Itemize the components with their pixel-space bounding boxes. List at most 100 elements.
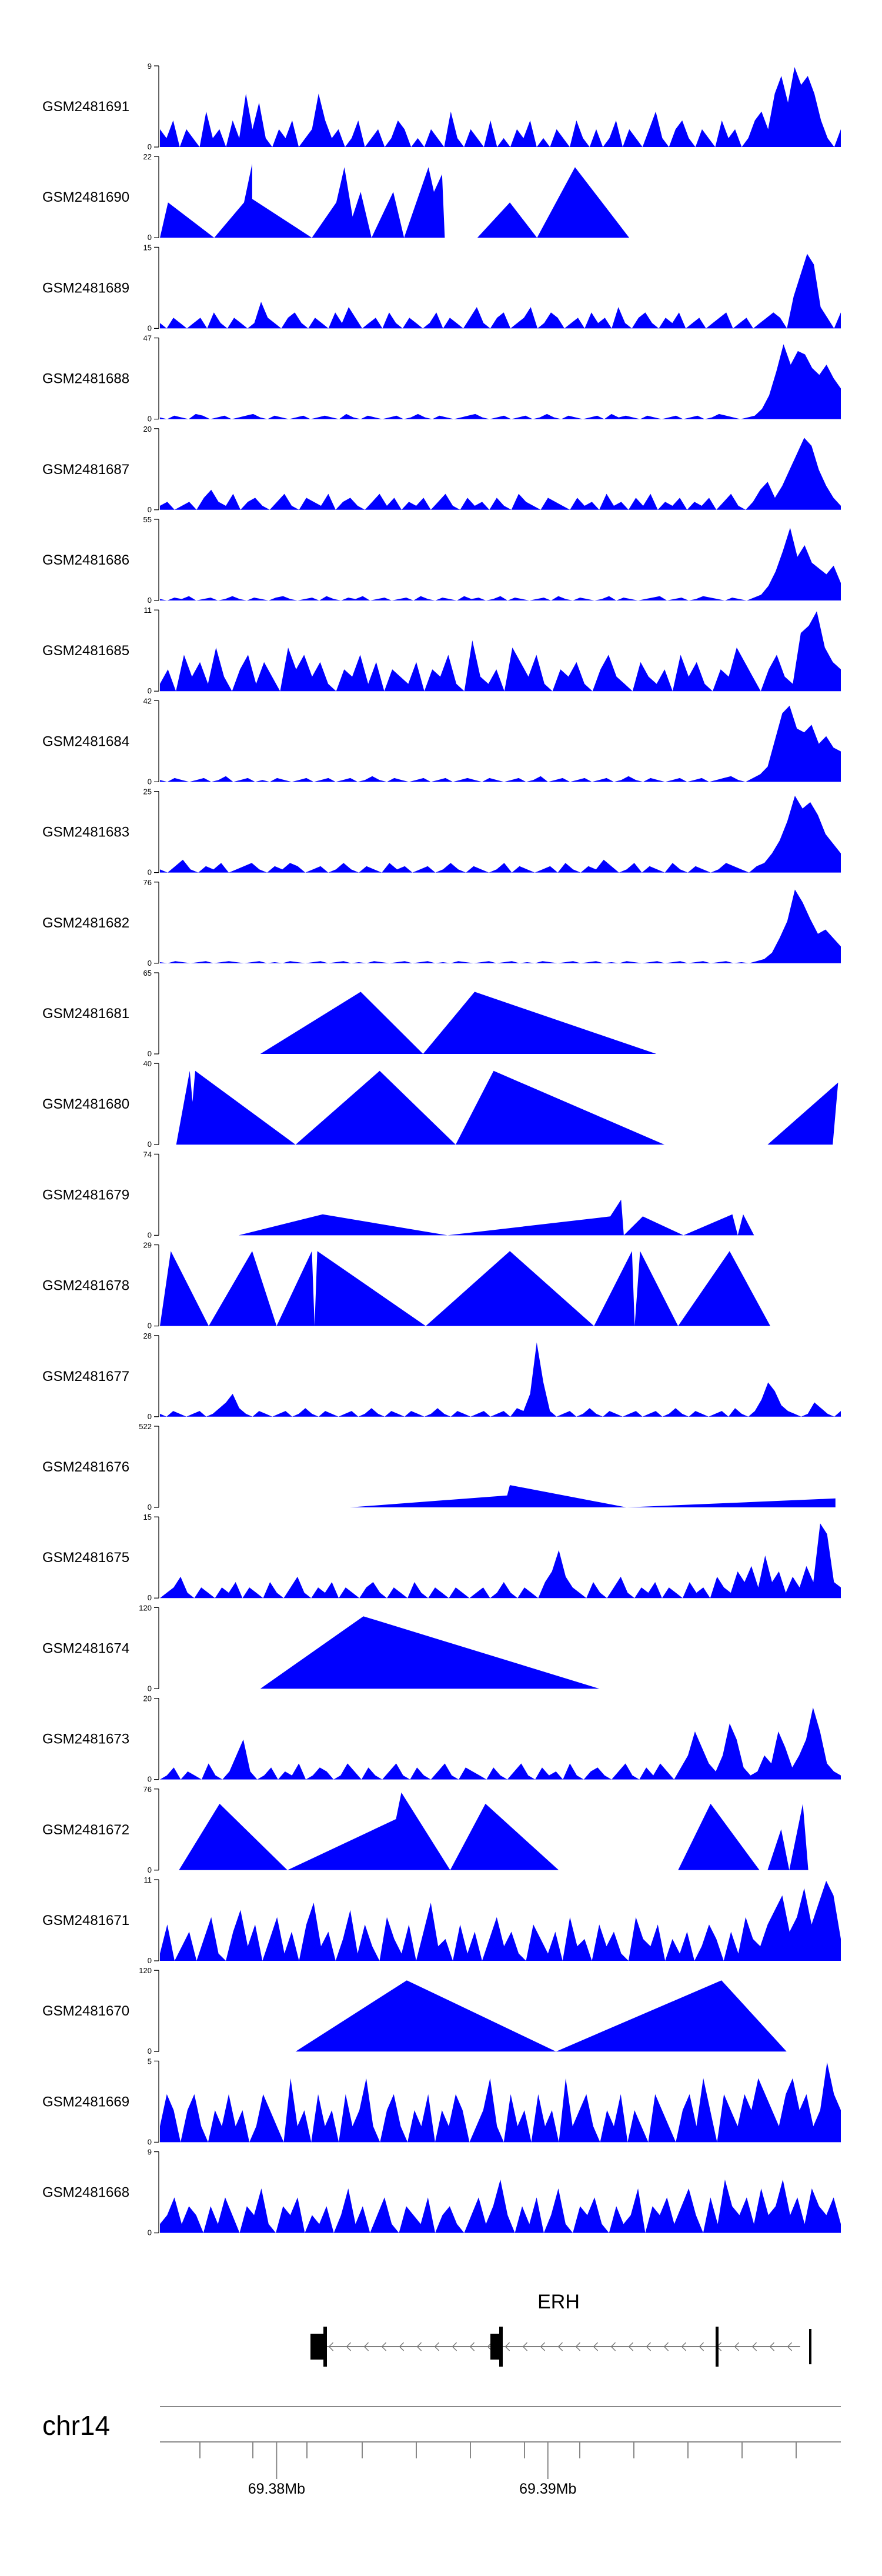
y-axis-max-label: 76 bbox=[143, 1785, 152, 1794]
track-label: GSM2481676 bbox=[42, 1459, 129, 1475]
track-GSM2481685: GSM2481685 11 0 bbox=[42, 606, 841, 695]
track-GSM2481680: GSM2481680 40 0 bbox=[42, 1059, 838, 1149]
strand-arrow bbox=[416, 2342, 422, 2351]
track-GSM2481670: GSM2481670 120 0 bbox=[42, 1966, 787, 2056]
track-label: GSM2481673 bbox=[42, 1731, 129, 1747]
track-label: GSM2481675 bbox=[42, 1550, 129, 1566]
strand-arrow bbox=[399, 2342, 405, 2351]
y-axis-min-label: 0 bbox=[148, 1593, 152, 1602]
track-label: GSM2481688 bbox=[42, 371, 129, 387]
y-axis-max-label: 9 bbox=[148, 62, 152, 71]
track-GSM2481688: GSM2481688 47 0 bbox=[42, 334, 841, 423]
track-label: GSM2481681 bbox=[42, 1006, 129, 1022]
gene-exon bbox=[716, 2327, 719, 2367]
y-axis-min-label: 0 bbox=[148, 1866, 152, 1874]
y-axis-max-label: 522 bbox=[139, 1422, 152, 1431]
strand-arrow bbox=[346, 2342, 352, 2351]
track-GSM2481686: GSM2481686 55 0 bbox=[42, 515, 841, 605]
y-axis-min-label: 0 bbox=[148, 596, 152, 605]
y-axis-min-label: 0 bbox=[148, 323, 152, 332]
y-axis-max-label: 20 bbox=[143, 1694, 152, 1703]
signal-area bbox=[260, 1616, 600, 1689]
y-axis-max-label: 5 bbox=[148, 2057, 152, 2066]
genomic-axis: 69.38Mb 69.39Mb bbox=[199, 2442, 797, 2497]
track-label: GSM2481687 bbox=[42, 462, 129, 478]
track-GSM2481679: GSM2481679 74 0 bbox=[42, 1150, 754, 1239]
y-axis-max-label: 9 bbox=[148, 2148, 152, 2157]
signal-area bbox=[260, 992, 657, 1054]
track-GSM2481677: GSM2481677 28 0 bbox=[42, 1332, 841, 1421]
y-axis-max-label: 20 bbox=[143, 425, 152, 433]
y-axis-min-label: 0 bbox=[148, 2137, 152, 2146]
strand-arrow bbox=[769, 2342, 775, 2351]
track-label: GSM2481680 bbox=[42, 1096, 129, 1112]
gene-name-label: ERH bbox=[537, 2291, 580, 2313]
strand-arrow bbox=[699, 2342, 704, 2351]
signal-area bbox=[160, 528, 841, 600]
track-label: GSM2481684 bbox=[42, 733, 129, 749]
y-axis-max-label: 11 bbox=[144, 1876, 152, 1884]
signal-area bbox=[160, 1881, 841, 1961]
y-axis-min-label: 0 bbox=[148, 1322, 152, 1330]
track-GSM2481681: GSM2481681 65 0 bbox=[42, 969, 657, 1058]
signal-area bbox=[160, 2062, 841, 2143]
track-label: GSM2481689 bbox=[42, 280, 129, 296]
track-GSM2481682: GSM2481682 76 0 bbox=[42, 878, 841, 967]
signal-area bbox=[160, 1523, 841, 1599]
y-axis-max-label: 15 bbox=[143, 243, 152, 252]
gene-exon bbox=[490, 2334, 501, 2360]
chromosome-label: chr14 bbox=[42, 2410, 110, 2441]
signal-area bbox=[179, 1792, 808, 1870]
track-GSM2481683: GSM2481683 25 0 bbox=[42, 788, 841, 877]
data-tracks: GSM248169190GSM2481690220GSM2481689150GS… bbox=[42, 62, 841, 2237]
y-axis-min-label: 0 bbox=[148, 1230, 152, 1239]
signal-area bbox=[160, 1342, 841, 1417]
strand-arrow bbox=[452, 2342, 457, 2351]
signal-area bbox=[238, 1199, 754, 1236]
strand-arrow bbox=[610, 2342, 616, 2351]
track-label: GSM2481683 bbox=[42, 825, 129, 840]
y-axis-max-label: 120 bbox=[139, 1966, 152, 1975]
track-GSM2481690: GSM2481690 22 0 bbox=[42, 152, 630, 242]
track-GSM2481678: GSM2481678 29 0 bbox=[42, 1241, 770, 1330]
track-label: GSM2481686 bbox=[42, 552, 129, 568]
gene-track: ERH bbox=[310, 2291, 811, 2367]
track-label: GSM2481670 bbox=[42, 2003, 129, 2019]
y-axis-min-label: 0 bbox=[148, 233, 152, 242]
signal-area bbox=[176, 1070, 838, 1145]
y-axis-min-label: 0 bbox=[148, 1775, 152, 1784]
signal-area bbox=[160, 1707, 841, 1780]
track-label: GSM2481690 bbox=[42, 189, 129, 205]
axis-position-label: 69.38Mb bbox=[248, 2481, 305, 2497]
signal-area bbox=[160, 889, 841, 963]
y-axis-max-label: 42 bbox=[143, 696, 152, 705]
gene-exon bbox=[809, 2329, 811, 2364]
y-axis-max-label: 11 bbox=[144, 606, 152, 615]
signal-area bbox=[160, 796, 841, 873]
strand-arrow bbox=[787, 2342, 793, 2351]
track-label: GSM2481682 bbox=[42, 915, 129, 931]
strand-arrow bbox=[381, 2342, 387, 2351]
y-axis-min-label: 0 bbox=[148, 1412, 152, 1421]
track-GSM2481687: GSM2481687 20 0 bbox=[42, 425, 841, 514]
y-axis-max-label: 25 bbox=[143, 788, 152, 796]
track-GSM2481691: GSM2481691 9 0 bbox=[42, 62, 841, 151]
strand-arrow bbox=[505, 2342, 510, 2351]
y-axis-max-label: 15 bbox=[143, 1513, 152, 1521]
signal-area bbox=[160, 1251, 770, 1326]
track-label: GSM2481679 bbox=[42, 1187, 129, 1203]
track-label: GSM2481691 bbox=[42, 99, 129, 115]
y-axis-min-label: 0 bbox=[148, 2047, 152, 2056]
signal-area bbox=[160, 438, 841, 510]
strand-arrow bbox=[434, 2342, 440, 2351]
track-GSM2481668: GSM2481668 9 0 bbox=[42, 2148, 841, 2237]
y-axis-min-label: 0 bbox=[148, 415, 152, 423]
gene-exon-utr bbox=[310, 2334, 323, 2360]
signal-area bbox=[160, 253, 841, 329]
signal-area bbox=[160, 344, 841, 419]
strand-arrow bbox=[522, 2342, 528, 2351]
y-axis-max-label: 120 bbox=[139, 1603, 152, 1612]
signal-area bbox=[295, 1980, 787, 2052]
strand-arrow bbox=[593, 2342, 599, 2351]
